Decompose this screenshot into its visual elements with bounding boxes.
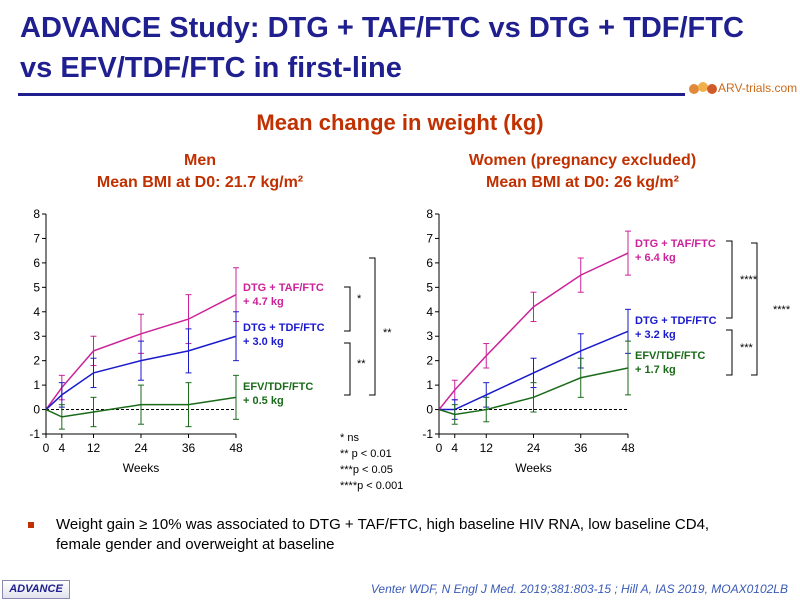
men-x-tick-label: 0 [43, 441, 50, 455]
sig-note: ** p < 0.01 [340, 448, 392, 460]
women-significance-bracket [726, 240, 733, 319]
slide-subtitle: Mean change in weight (kg) [256, 110, 544, 135]
sig-note: ****p < 0.001 [340, 480, 404, 492]
women-series-value: + 6.4 kg [635, 252, 676, 264]
women-series-line [439, 330, 629, 411]
men-x-tick-label: 48 [229, 441, 243, 455]
women-significance-bracket [751, 242, 758, 376]
bullet-square-icon [28, 522, 34, 528]
women-y-tick-label: 3 [426, 329, 433, 343]
women-series-name: EFV/TDF/FTC [635, 350, 705, 362]
bullet-text: Weight gain ≥ 10% was associated to DTG … [56, 516, 710, 553]
men-x-tick-label: 36 [182, 441, 196, 455]
men-significance-label: * [357, 293, 362, 305]
women-x-axis-title: Weeks [515, 461, 551, 475]
men-x-axis-title: Weeks [123, 461, 159, 475]
men-series-line [45, 396, 237, 418]
women-y-tick-label: 4 [426, 305, 433, 319]
men-significance-bracket [344, 286, 351, 332]
women-significance-bracket [726, 329, 733, 376]
women-y-tick-label: 7 [426, 231, 433, 245]
women-significance-label: **** [773, 304, 791, 316]
sig-note: ***p < 0.05 [340, 464, 393, 476]
women-y-tick-label: -1 [422, 427, 433, 441]
men-y-tick-label: 2 [33, 354, 40, 368]
women-x-tick-label: 0 [436, 441, 443, 455]
men-y-tick-label: 4 [33, 305, 40, 319]
men-panel-heading: Men Mean BMI at D0: 21.7 kg/m² [40, 150, 360, 194]
men-series-name: DTG + TAF/FTC [243, 282, 324, 294]
men-series-value: + 4.7 kg [243, 296, 284, 308]
women-x-tick-label: 4 [451, 441, 458, 455]
men-significance-label: ** [383, 327, 392, 339]
women-y-tick-label: 2 [426, 354, 433, 368]
women-x-tick-label: 36 [574, 441, 588, 455]
significance-notes: * ns ** p < 0.01 ***p < 0.05 ****p < 0.0… [340, 430, 403, 494]
men-y-tick-label: 7 [33, 231, 40, 245]
citation: Venter WDF, N Engl J Med. 2019;381:803-1… [370, 582, 788, 596]
men-significance-bracket [369, 257, 376, 396]
women-y-tick-label: 0 [426, 403, 433, 417]
women-y-tick-label: 5 [426, 280, 433, 294]
women-series-line [438, 367, 629, 416]
men-y-tick-label: 8 [33, 207, 40, 221]
men-panel-title: Men [184, 152, 216, 169]
women-x-tick-label: 48 [621, 441, 635, 455]
women-series-value: + 3.2 kg [635, 329, 676, 341]
men-y-tick-label: 1 [33, 378, 40, 392]
logo-bubbles-icon [689, 82, 717, 94]
logo-text: ARV-trials.com [718, 81, 798, 95]
women-panel-heading: Women (pregnancy excluded) Mean BMI at D… [410, 150, 755, 194]
advance-badge: ADVANCE [2, 580, 70, 599]
men-panel-bmi: Mean BMI at D0: 21.7 kg/m² [96, 174, 304, 191]
men-series-value: + 0.5 kg [243, 395, 284, 407]
women-y-tick-label: 1 [426, 378, 433, 392]
men-y-tick-label: 5 [33, 280, 40, 294]
women-series-name: DTG + TDF/FTC [635, 315, 717, 327]
men-significance-label: ** [357, 358, 366, 370]
bullet-point: Weight gain ≥ 10% was associated to DTG … [28, 515, 716, 555]
women-x-tick-label: 24 [527, 441, 541, 455]
slide-title-line-2: vs EFV/TDF/FTC in first-line [20, 52, 402, 84]
title-underline [18, 93, 685, 96]
men-y-tick-label: 6 [33, 256, 40, 270]
arv-trials-logo: ARV-trials.com [688, 80, 797, 96]
men-series-line [45, 293, 237, 410]
women-series-name: DTG + TAF/FTC [635, 238, 716, 250]
men-x-tick-label: 24 [134, 441, 148, 455]
men-x-tick-label: 4 [58, 441, 65, 455]
men-y-tick-label: 0 [33, 403, 40, 417]
women-y-tick-label: 8 [426, 207, 433, 221]
sig-note: * ns [340, 432, 359, 444]
men-significance-bracket [344, 342, 351, 396]
men-series-name: DTG + TDF/FTC [243, 322, 325, 334]
men-x-tick-label: 12 [87, 441, 101, 455]
women-series-value: + 1.7 kg [635, 364, 676, 376]
slide-title-line-1: ADVANCE Study: DTG + TAF/FTC vs DTG + TD… [20, 12, 744, 44]
women-significance-label: *** [740, 342, 754, 354]
men-series-value: + 3.0 kg [243, 336, 284, 348]
men-series-name: EFV/TDF/FTC [243, 381, 313, 393]
women-series-line [438, 252, 629, 411]
men-y-tick-label: 3 [33, 329, 40, 343]
women-significance-label: **** [740, 274, 758, 286]
women-panel-bmi: Mean BMI at D0: 26 kg/m² [486, 174, 679, 191]
men-y-tick-label: -1 [29, 427, 40, 441]
women-y-tick-label: 6 [426, 256, 433, 270]
women-x-tick-label: 12 [480, 441, 494, 455]
men-series-line [45, 335, 237, 411]
women-panel-title: Women (pregnancy excluded) [468, 152, 697, 169]
